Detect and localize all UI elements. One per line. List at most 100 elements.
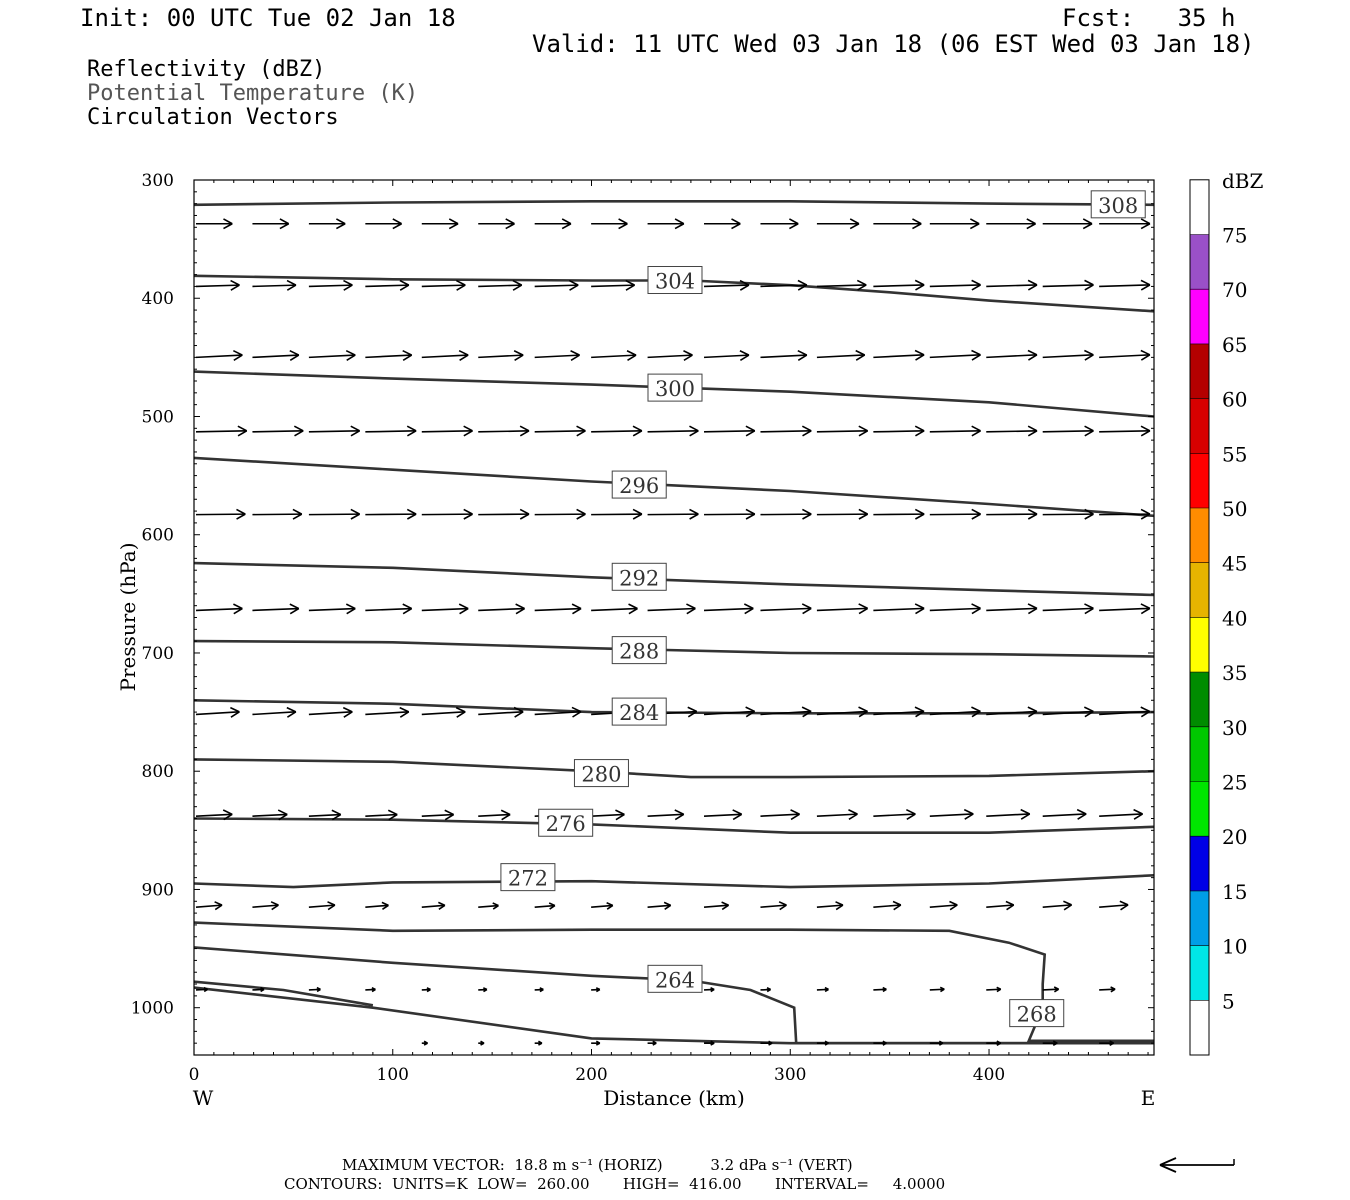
vector-head xyxy=(233,354,243,361)
vector-arrow xyxy=(1099,900,1129,911)
vector-head xyxy=(500,809,511,816)
vector-arrow xyxy=(591,809,625,821)
vector-head xyxy=(286,706,297,713)
vector-shaft xyxy=(534,354,580,359)
colorbar-segment xyxy=(1190,289,1209,344)
vector-head xyxy=(237,425,248,432)
vector-arrow xyxy=(591,508,643,520)
vector-head xyxy=(576,425,586,432)
vector-arrow xyxy=(196,218,233,230)
legend-reflectivity: Reflectivity (dBZ) xyxy=(87,57,326,82)
y-tick-label: 400 xyxy=(142,289,174,309)
vector-shaft xyxy=(1042,813,1087,817)
vector-head xyxy=(1140,710,1151,718)
vector-arrow xyxy=(873,1040,887,1046)
vector-head xyxy=(1027,607,1038,615)
vector-head xyxy=(568,279,579,286)
isentrope-264 xyxy=(194,946,1154,1045)
vector-head xyxy=(858,607,869,615)
vector-shaft xyxy=(195,430,247,433)
vector-head xyxy=(849,218,860,225)
vector-head xyxy=(971,354,981,361)
colorbar-segment xyxy=(1190,1000,1209,1055)
vector-head xyxy=(1052,1042,1058,1047)
vector-head xyxy=(858,513,869,520)
vector-shaft xyxy=(252,354,299,359)
vector-shaft xyxy=(703,607,754,612)
vector-head xyxy=(914,349,925,356)
vector-arrow xyxy=(195,986,209,993)
vector-arrow xyxy=(365,809,398,821)
valid-time: Valid: 11 UTC Wed 03 Jan 18 (06 EST Wed … xyxy=(532,30,1255,58)
vector-shaft xyxy=(421,354,469,359)
vector-shaft xyxy=(873,430,925,433)
vector-head xyxy=(570,350,580,356)
vector-head xyxy=(689,430,699,437)
vector-shaft xyxy=(421,904,445,908)
contour-label-box xyxy=(647,964,703,993)
vector-arrow xyxy=(421,603,469,615)
vector-arrow xyxy=(478,987,488,993)
vector-arrow xyxy=(308,603,356,615)
vector-head xyxy=(626,350,637,356)
vector-head xyxy=(914,706,925,713)
vector-shaft xyxy=(703,354,749,359)
vector-head xyxy=(407,430,417,437)
vector-head xyxy=(548,902,556,907)
vector-arrow xyxy=(873,900,902,911)
vector-head xyxy=(512,279,523,286)
vector-head xyxy=(1120,904,1129,911)
vector-head xyxy=(350,425,361,432)
contour-label-text: 300 xyxy=(655,377,695,401)
vector-head xyxy=(513,706,524,713)
vector-shaft xyxy=(478,607,525,612)
vector-head xyxy=(236,508,246,515)
vector-shaft xyxy=(703,988,715,991)
colorbar-segment xyxy=(1190,234,1209,290)
vector-head xyxy=(625,279,635,286)
vector-head xyxy=(1140,513,1151,520)
vector-head xyxy=(848,809,858,815)
vector-shaft xyxy=(1099,284,1150,288)
vector-arrow xyxy=(986,986,1002,993)
vector-arrow xyxy=(929,986,945,993)
vector-shaft xyxy=(1099,813,1143,817)
vector-head xyxy=(335,223,346,230)
vector-head xyxy=(739,350,750,356)
vector-head xyxy=(618,218,628,225)
contour-label-box xyxy=(647,266,703,295)
vector-shaft xyxy=(986,904,1014,908)
vector-head xyxy=(632,513,643,520)
vector-head xyxy=(745,425,756,432)
vector-head xyxy=(230,284,240,291)
vector-arrow xyxy=(704,279,750,291)
vector-shaft xyxy=(1042,513,1094,516)
vector-head xyxy=(606,904,614,910)
vector-head xyxy=(906,813,916,820)
vector-arrow xyxy=(704,1040,715,1046)
vector-shaft xyxy=(591,513,642,516)
vector-head xyxy=(392,223,402,230)
vector-head xyxy=(327,904,336,911)
vector-arrow xyxy=(534,603,582,615)
vector-shaft xyxy=(591,904,613,908)
vector-arrow xyxy=(816,901,844,911)
contour-label-text: 276 xyxy=(546,812,586,836)
vector-head xyxy=(797,349,808,356)
vector-arrow xyxy=(1099,508,1151,520)
vector-head xyxy=(615,809,625,816)
vector-arrow xyxy=(252,425,304,437)
vector-shaft xyxy=(195,904,223,908)
vector-shaft xyxy=(1042,607,1094,612)
vector-arrow xyxy=(986,1040,1002,1047)
vector-head xyxy=(279,223,290,230)
vector-head xyxy=(1082,223,1093,230)
y-tick-label: 700 xyxy=(142,644,174,664)
vector-arrow xyxy=(1099,603,1151,615)
vector-head xyxy=(512,284,523,291)
vector-head xyxy=(458,349,469,356)
vector-arrow xyxy=(760,425,812,437)
vector-shaft xyxy=(647,813,684,817)
vector-head xyxy=(576,508,586,515)
vector-head xyxy=(1133,813,1144,820)
